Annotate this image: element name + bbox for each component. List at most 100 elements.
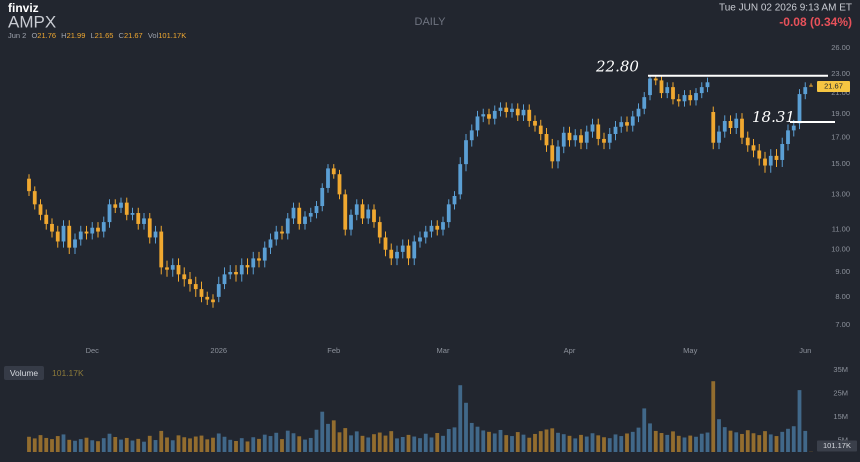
candle-body <box>205 296 210 300</box>
candle-body <box>596 124 601 139</box>
candle-body <box>602 138 606 143</box>
current-price-label: 21.67 <box>824 81 843 90</box>
candle-body <box>153 231 158 238</box>
candle-body <box>27 178 31 192</box>
volume-bar <box>188 438 192 452</box>
volume-bar <box>170 440 175 452</box>
volume-bar <box>464 402 468 452</box>
candle-body <box>377 222 382 238</box>
x-tick-label: Mar <box>437 346 450 355</box>
volume-bar <box>291 433 296 452</box>
candle-body <box>360 204 365 219</box>
volume-bar <box>245 441 250 452</box>
volume-bar <box>688 435 693 452</box>
candle-body <box>395 251 399 259</box>
candle-body <box>147 218 152 238</box>
price-change: -0.08 (0.34%) <box>779 15 852 29</box>
candle-body <box>308 213 313 217</box>
low-label: L <box>90 31 94 40</box>
volume-bar <box>728 430 733 452</box>
candle-body <box>170 265 175 270</box>
candle-body <box>613 126 618 135</box>
candle-body <box>44 214 49 224</box>
candle-body <box>768 155 773 166</box>
volume-bar <box>389 431 394 452</box>
volume-bar <box>412 436 417 452</box>
candle-body <box>763 158 767 166</box>
volume-bar <box>676 435 681 452</box>
volume-bar <box>625 433 629 452</box>
volume-bar <box>234 440 238 452</box>
volume-bar <box>360 435 365 452</box>
volume-bar <box>653 430 658 452</box>
candle-body <box>222 274 227 285</box>
candle-body <box>740 118 744 138</box>
volume-bar <box>130 440 135 452</box>
volume-tick-label: 15M <box>833 412 848 421</box>
volume-bar <box>429 437 434 452</box>
candle-body <box>366 209 371 219</box>
candle-body <box>50 223 54 232</box>
candle-body <box>642 97 647 109</box>
volume-bar <box>354 431 359 452</box>
volume-bar <box>377 432 382 452</box>
candle-body <box>113 204 118 208</box>
volume-tick-label: 35M <box>833 365 848 374</box>
volume-bar <box>533 433 537 452</box>
candle-body <box>216 284 221 297</box>
volume-bar <box>671 431 675 452</box>
candle-body <box>101 222 106 232</box>
volume-bar <box>142 441 146 452</box>
volume-bar <box>147 435 152 452</box>
current-volume-label: 101.17K <box>823 441 851 450</box>
candle-body <box>188 279 192 285</box>
volume-bar <box>602 437 606 452</box>
candle-body <box>481 114 486 117</box>
candle-body <box>774 155 779 160</box>
volume-bar <box>308 437 313 452</box>
candle-body <box>199 289 204 297</box>
candle-body <box>705 82 710 88</box>
candle-body <box>584 131 589 143</box>
volume-bar <box>648 423 652 452</box>
volume-bar <box>786 428 790 452</box>
volume-bar <box>722 427 727 452</box>
x-tick-label: Apr <box>564 346 576 355</box>
candle-body <box>343 194 348 230</box>
volume-bar <box>366 437 371 452</box>
candle-body <box>659 80 664 94</box>
timeframe: DAILY <box>415 16 447 28</box>
volume-bar <box>107 433 112 452</box>
volume-bar <box>694 436 698 452</box>
candle-body <box>78 231 83 240</box>
candle-body <box>193 284 198 290</box>
candle-body <box>349 214 353 230</box>
candle-body <box>142 218 146 224</box>
candle-body <box>590 124 595 132</box>
volume-bar <box>205 439 210 452</box>
candle-body <box>791 125 796 131</box>
high-label: H <box>61 31 66 40</box>
volume-bar <box>262 434 267 452</box>
candle-body <box>458 164 463 195</box>
candle-body <box>291 207 296 219</box>
candle-body <box>745 137 750 146</box>
volume-bar <box>418 438 422 452</box>
volume-bar <box>61 434 66 452</box>
volume-legend-box <box>4 366 44 380</box>
candle-body <box>803 87 808 95</box>
candle-body <box>418 237 422 242</box>
candle-body <box>32 191 37 205</box>
candle-body <box>533 120 537 126</box>
volume-bar <box>136 438 141 452</box>
volume-bar <box>423 433 428 452</box>
volume-bar <box>159 430 164 452</box>
volume-bar <box>521 434 526 452</box>
volume-bar <box>665 434 670 452</box>
volume-bar <box>630 431 635 452</box>
candle-body <box>527 109 532 121</box>
candle-body <box>676 99 681 102</box>
volume-bar <box>78 439 83 452</box>
candle-body <box>257 258 261 261</box>
level-label: 22.80 <box>595 58 639 76</box>
